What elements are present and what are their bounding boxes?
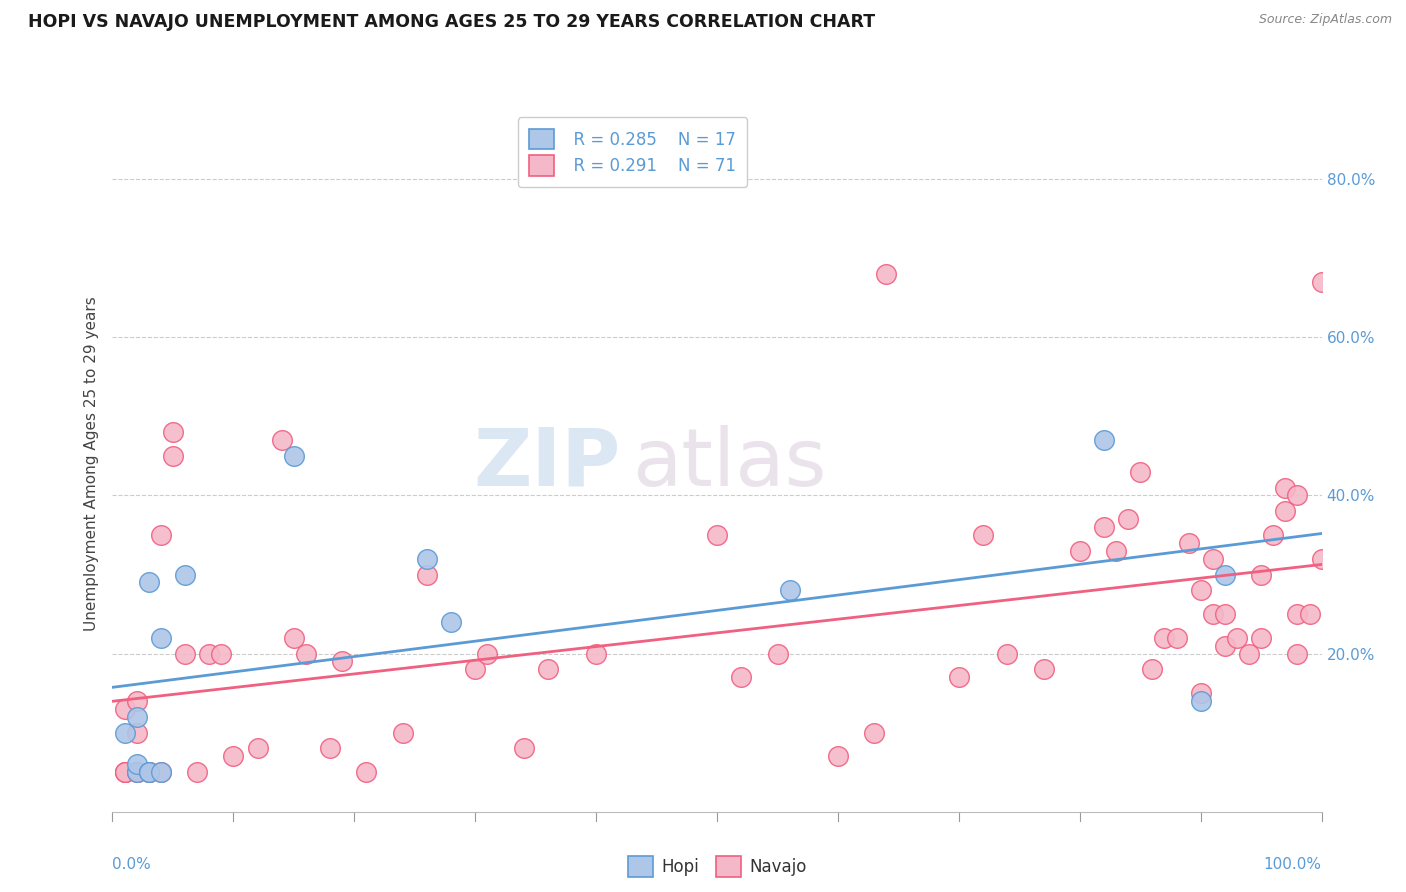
Point <box>1177 536 1199 550</box>
Point <box>1202 607 1225 621</box>
Text: atlas: atlas <box>633 425 827 503</box>
Point <box>1250 567 1272 582</box>
Point <box>1142 662 1164 676</box>
Point <box>174 567 197 582</box>
Point <box>1189 686 1212 700</box>
Point <box>1092 433 1115 447</box>
Point <box>1286 488 1309 502</box>
Point <box>198 647 221 661</box>
Legend: Hopi, Navajo: Hopi, Navajo <box>621 850 813 883</box>
Point <box>440 615 463 629</box>
Point <box>416 551 439 566</box>
Point <box>537 662 560 676</box>
Point <box>246 741 269 756</box>
Point <box>1250 631 1272 645</box>
Point <box>416 567 439 582</box>
Point <box>1298 607 1320 621</box>
Point <box>1032 662 1054 676</box>
Point <box>114 702 136 716</box>
Point <box>1213 639 1236 653</box>
Point <box>863 725 886 739</box>
Point <box>1310 551 1333 566</box>
Point <box>1274 504 1296 518</box>
Point <box>295 647 318 661</box>
Point <box>283 631 305 645</box>
Point <box>464 662 486 676</box>
Point <box>1263 528 1285 542</box>
Point <box>149 765 172 780</box>
Text: Source: ZipAtlas.com: Source: ZipAtlas.com <box>1258 13 1392 27</box>
Point <box>730 670 752 684</box>
Point <box>827 749 849 764</box>
Y-axis label: Unemployment Among Ages 25 to 29 years: Unemployment Among Ages 25 to 29 years <box>83 296 98 632</box>
Point <box>1202 551 1225 566</box>
Point <box>222 749 245 764</box>
Point <box>114 765 136 780</box>
Point <box>186 765 208 780</box>
Point <box>138 575 160 590</box>
Point <box>512 741 534 756</box>
Text: HOPI VS NAVAJO UNEMPLOYMENT AMONG AGES 25 TO 29 YEARS CORRELATION CHART: HOPI VS NAVAJO UNEMPLOYMENT AMONG AGES 2… <box>28 13 876 31</box>
Point <box>138 765 160 780</box>
Text: 0.0%: 0.0% <box>112 857 152 872</box>
Point <box>1116 512 1139 526</box>
Text: ZIP: ZIP <box>472 425 620 503</box>
Point <box>174 647 197 661</box>
Point <box>948 670 970 684</box>
Point <box>125 725 148 739</box>
Text: 100.0%: 100.0% <box>1264 857 1322 872</box>
Point <box>125 765 148 780</box>
Point <box>706 528 728 542</box>
Point <box>114 765 136 780</box>
Point <box>138 765 160 780</box>
Point <box>270 433 292 447</box>
Point <box>1286 607 1309 621</box>
Point <box>1213 607 1236 621</box>
Point <box>125 757 148 772</box>
Point <box>995 647 1018 661</box>
Point <box>356 765 378 780</box>
Point <box>330 655 353 669</box>
Point <box>1105 543 1128 558</box>
Point <box>125 694 148 708</box>
Point <box>1189 583 1212 598</box>
Point <box>114 765 136 780</box>
Point <box>1226 631 1249 645</box>
Point <box>149 765 172 780</box>
Point <box>125 765 148 780</box>
Point <box>114 725 136 739</box>
Point <box>1310 275 1333 289</box>
Point <box>766 647 789 661</box>
Point <box>1069 543 1091 558</box>
Point <box>149 631 172 645</box>
Point <box>1286 647 1309 661</box>
Point <box>149 528 172 542</box>
Point <box>125 710 148 724</box>
Point <box>779 583 801 598</box>
Point <box>391 725 413 739</box>
Point <box>477 647 499 661</box>
Point <box>138 765 160 780</box>
Point <box>162 425 184 440</box>
Point <box>319 741 342 756</box>
Point <box>1237 647 1260 661</box>
Point <box>1189 694 1212 708</box>
Point <box>283 449 305 463</box>
Point <box>1274 481 1296 495</box>
Point <box>138 765 160 780</box>
Point <box>1092 520 1115 534</box>
Point <box>585 647 607 661</box>
Point <box>1213 567 1236 582</box>
Point <box>972 528 994 542</box>
Point <box>162 449 184 463</box>
Point <box>125 765 148 780</box>
Point <box>1166 631 1188 645</box>
Point <box>875 267 897 281</box>
Point <box>1153 631 1175 645</box>
Point <box>209 647 232 661</box>
Point <box>1129 465 1152 479</box>
